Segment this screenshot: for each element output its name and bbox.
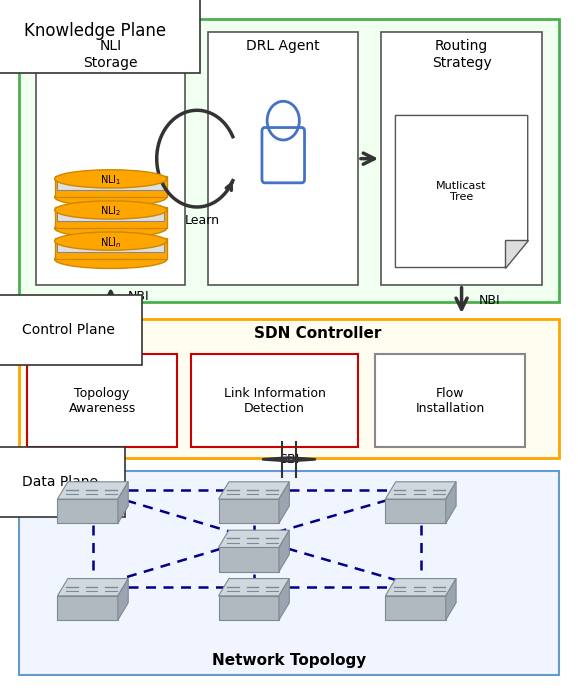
Text: Knowledge Plane: Knowledge Plane: [24, 22, 166, 40]
Polygon shape: [446, 579, 456, 620]
Ellipse shape: [54, 251, 167, 269]
Polygon shape: [57, 579, 128, 596]
Text: NLI$_1$: NLI$_1$: [100, 174, 121, 187]
Ellipse shape: [54, 219, 167, 237]
FancyBboxPatch shape: [57, 179, 164, 189]
FancyBboxPatch shape: [54, 238, 167, 260]
Text: Flow
Installation: Flow Installation: [416, 387, 485, 414]
Polygon shape: [279, 579, 289, 620]
Ellipse shape: [54, 170, 167, 188]
Polygon shape: [218, 548, 279, 572]
Polygon shape: [218, 579, 289, 596]
Text: SDN Controller: SDN Controller: [254, 326, 381, 341]
FancyBboxPatch shape: [375, 354, 525, 447]
Text: Routing
Strategy: Routing Strategy: [432, 40, 491, 69]
FancyBboxPatch shape: [209, 33, 358, 285]
Polygon shape: [218, 499, 279, 523]
Ellipse shape: [54, 232, 167, 251]
Text: ...: ...: [105, 228, 117, 242]
Polygon shape: [218, 530, 289, 548]
Polygon shape: [279, 530, 289, 572]
FancyBboxPatch shape: [54, 176, 167, 197]
Text: Network Topology: Network Topology: [212, 654, 366, 668]
Text: NBI: NBI: [128, 290, 150, 303]
Text: SBI: SBI: [279, 452, 299, 466]
FancyBboxPatch shape: [381, 33, 542, 285]
FancyBboxPatch shape: [18, 319, 560, 457]
Polygon shape: [218, 482, 289, 499]
Polygon shape: [386, 482, 456, 499]
FancyBboxPatch shape: [18, 19, 560, 302]
Text: DRL Agent: DRL Agent: [246, 40, 320, 53]
Polygon shape: [57, 499, 118, 523]
Polygon shape: [386, 499, 446, 523]
Ellipse shape: [54, 188, 167, 206]
Text: NLI$_2$: NLI$_2$: [100, 205, 121, 219]
Text: Control Plane: Control Plane: [21, 323, 114, 337]
Polygon shape: [446, 482, 456, 523]
Polygon shape: [505, 240, 528, 267]
Polygon shape: [386, 596, 446, 620]
Text: NBI: NBI: [479, 294, 501, 307]
Polygon shape: [118, 579, 128, 620]
Text: NLI
Storage: NLI Storage: [83, 40, 138, 69]
Text: NLI$_n$: NLI$_n$: [100, 236, 121, 250]
Text: Data Plane: Data Plane: [21, 475, 98, 489]
FancyBboxPatch shape: [36, 33, 186, 285]
FancyBboxPatch shape: [57, 241, 164, 252]
Polygon shape: [57, 596, 118, 620]
FancyBboxPatch shape: [54, 207, 167, 228]
Text: Link Information
Detection: Link Information Detection: [224, 387, 325, 414]
Ellipse shape: [54, 201, 167, 219]
Polygon shape: [218, 596, 279, 620]
Text: Learn: Learn: [185, 214, 220, 227]
FancyBboxPatch shape: [18, 471, 560, 675]
FancyBboxPatch shape: [191, 354, 358, 447]
Polygon shape: [57, 482, 128, 499]
Polygon shape: [386, 579, 456, 596]
Text: Mutlicast
Tree: Mutlicast Tree: [436, 180, 487, 202]
Polygon shape: [279, 482, 289, 523]
FancyBboxPatch shape: [57, 210, 164, 221]
Text: Topology
Awareness: Topology Awareness: [68, 387, 136, 414]
Polygon shape: [395, 115, 528, 267]
Polygon shape: [118, 482, 128, 523]
FancyBboxPatch shape: [27, 354, 177, 447]
